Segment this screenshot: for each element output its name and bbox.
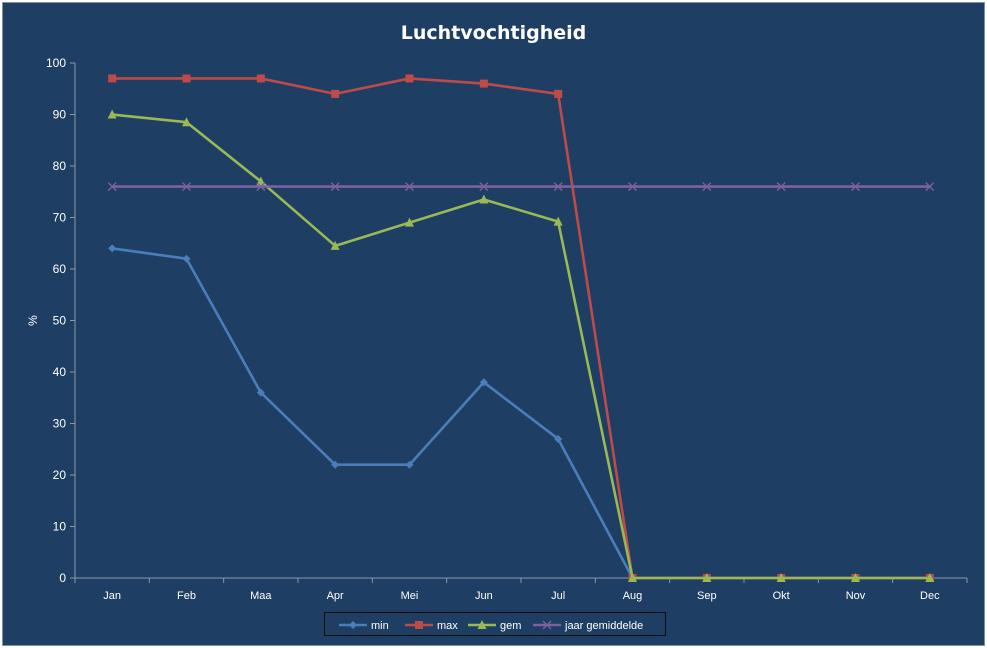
data-point-min [554,434,563,443]
legend-item-jaar-gemiddelde: jaar gemiddelde [533,620,643,632]
series-jaar-gemiddelde [107,182,935,192]
data-point-gem [925,573,935,582]
data-point-gem [851,573,860,582]
x-tick-label: Okt [773,590,790,602]
x-tick-label: Maa [250,590,272,602]
data-point-gem [776,573,786,582]
data-point-jaar-gemiddelde [330,182,340,192]
data-point-jaar-gemiddelde [107,182,117,192]
data-point-min [331,460,340,469]
legend-items: min max gem jaar gemiddelde [339,620,643,632]
data-point-gem [628,573,637,582]
y-tick-label: 90 [53,108,67,122]
data-point-jaar-gemiddelde [851,182,860,192]
legend-label: max [437,620,458,632]
y-tick-label: 20 [53,468,67,482]
legend-item-min: min [339,620,389,632]
legend-marker [542,620,552,630]
data-point-min [405,460,414,469]
data-point-jaar-gemiddelde [553,182,563,192]
y-tick-label: 30 [53,417,67,431]
x-tick-label: Jul [551,590,565,602]
y-tick-label: 40 [53,365,67,379]
series-gem [107,109,935,582]
data-point-gem [107,109,117,119]
legend-label: jaar gemiddelde [564,620,643,632]
data-point-max [331,89,340,98]
data-point-gem [479,194,489,204]
data-point-gem [330,240,340,250]
series-line-gem [112,113,930,580]
data-point-jaar-gemiddelde [256,182,266,192]
x-tick-label: Dec [920,590,940,602]
data-point-min [479,378,488,387]
legend-marker [477,620,487,629]
data-point-jaar-gemiddelde [776,182,786,192]
y-tick-label: 0 [59,571,66,585]
data-point-jaar-gemiddelde [628,182,637,192]
legend-item-max: max [405,620,458,632]
x-tick-label: Feb [177,590,196,602]
x-tick-label: Aug [623,590,643,602]
data-point-jaar-gemiddelde [479,182,489,192]
legend-marker [415,621,423,629]
data-point-max [405,74,414,83]
x-tick-label: Nov [846,590,866,602]
data-point-gem [702,573,712,582]
legend-item-gem: gem [468,620,521,632]
series-line-max [112,77,930,580]
y-tick-label: 10 [53,520,67,534]
y-tick-label: 50 [53,314,67,328]
series-line-min [111,247,930,580]
data-point-max [554,89,563,98]
data-point-jaar-gemiddelde [702,182,712,192]
data-point-gem [182,117,191,127]
series-max [108,74,934,582]
y-tick-label: 80 [53,159,67,173]
series-min [108,244,934,582]
data-point-gem [256,176,266,186]
data-point-jaar-gemiddelde [182,182,191,192]
data-point-max [108,74,117,83]
x-tick-label: Apr [327,590,344,602]
chart-title: Luchtvochtigheid [400,22,587,44]
data-point-max [256,74,265,83]
data-point-jaar-gemiddelde [925,182,935,192]
data-point-min [108,244,117,253]
data-point-max [479,79,488,88]
data-point-max [182,74,191,83]
line-chart: 0 10 20 30 40 50 60 70 80 90 100 Jan Feb Maa Apr Mei Jun… [26,56,968,602]
y-tick-label: 60 [53,262,67,276]
legend-marker [349,621,357,629]
data-point-jaar-gemiddelde [405,182,414,192]
y-tick-label: 70 [53,211,67,225]
data-point-min [182,254,191,263]
data-point-gem [553,216,563,226]
y-tick-label: 100 [46,56,66,70]
data-point-min [256,388,265,397]
x-tick-label: Sep [697,590,717,602]
legend-label: gem [500,620,521,632]
x-tick-label: Jun [475,590,493,602]
legend: min max gem jaar gemiddelde [324,612,666,636]
data-point-gem [405,217,414,227]
x-tick-label: Mei [401,590,419,602]
x-tick-label: Jan [103,590,121,602]
legend-label: min [371,620,389,632]
y-axis-label: % [26,315,40,326]
